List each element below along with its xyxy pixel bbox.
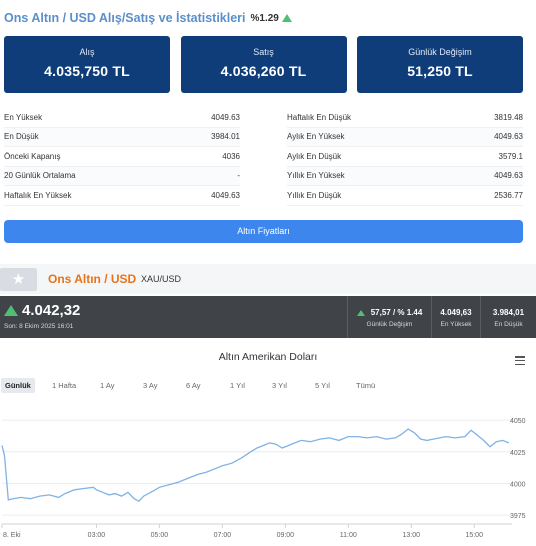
favorite-star-icon[interactable]: ★ (0, 268, 37, 291)
tab-3-months[interactable]: 3 Ay (143, 381, 158, 390)
stat-value: 3579.1 (498, 151, 523, 161)
daily-change-value: 57,57 / % 1.44 (370, 308, 423, 317)
stat-label: Aylık En Yüksek (287, 132, 345, 142)
stat-label: En Düşük (4, 132, 39, 142)
statistics-table: En Yüksek 4049.63 En Düşük 3984.01 Önceki … (4, 108, 523, 206)
stat-label: Haftalık En Düşük (287, 112, 352, 122)
change-percent: %1.29 (250, 12, 279, 24)
price-chart[interactable]: 4050 4025 4000 3975 8. Eki 03:00 05:00 07:00 09… (0, 410, 536, 546)
stat-value: 2536.77 (494, 190, 523, 200)
daily-low-value: 3.984,01 (492, 308, 525, 317)
stat-row: En Yüksek 4049.63 (4, 108, 240, 128)
gold-prices-button[interactable]: Altın Fiyatları (4, 220, 523, 243)
stat-row: Aylık En Yüksek 4049.63 (287, 127, 523, 147)
stat-value: 3819.48 (494, 112, 523, 122)
stat-row: Yıllık En Düşük 2536.77 (287, 186, 523, 206)
tab-3-years[interactable]: 3 Yıl (272, 381, 287, 390)
daily-change-label: Günlük Değişim (366, 321, 413, 328)
daily-change-card: Günlük Değişim 51,250 TL (357, 36, 523, 93)
stat-label: Önceki Kapanış (4, 151, 61, 161)
stat-value: - (237, 171, 240, 181)
y-tick-label: 4000 (510, 481, 526, 488)
y-tick-label: 4050 (510, 418, 526, 425)
x-tick-label: 11:00 (340, 532, 357, 539)
x-tick-label: 09:00 (277, 532, 295, 539)
tab-5-years[interactable]: 5 Yıl (315, 381, 330, 390)
buy-label: Alış (79, 47, 95, 57)
stat-value: 4049.63 (211, 190, 240, 200)
daily-change-label: Günlük Değişim (408, 47, 472, 57)
stat-row: 20 Günlük Ortalama - (4, 166, 240, 186)
quote-bar: 4.042,32 Son: 8 Ekim 2025 16:01 57,57 / … (0, 296, 536, 338)
stat-value: 4049.63 (494, 171, 523, 181)
daily-high-value: 4.049,63 (440, 308, 472, 317)
y-tick-label: 3975 (510, 513, 526, 520)
stat-label: Aylık En Düşük (287, 151, 342, 161)
daily-change-box: 57,57 / % 1.44 Günlük Değişim (347, 296, 431, 338)
stat-row: Önceki Kapanış 4036 (4, 147, 240, 167)
stat-value: 4036 (222, 151, 240, 161)
instrument-bar: ★ Ons Altın / USD XAU/USD (0, 264, 536, 294)
instrument-name: Ons Altın / USD (48, 272, 137, 286)
stat-value: 3984.01 (211, 132, 240, 142)
x-tick-label: 07:00 (214, 532, 232, 539)
up-arrow-icon (4, 305, 18, 316)
chart-title: Altın Amerikan Doları (218, 351, 318, 363)
sell-card: Satış 4.036,260 TL (180, 36, 347, 93)
price-series-line (1, 428, 510, 503)
stat-value: 4049.63 (211, 112, 240, 122)
page-header: Ons Altın / USD Alış/Satış ve İstatistik… (4, 9, 292, 27)
x-tick-label: 03:00 (88, 532, 106, 539)
stat-label: Haftalık En Yüksek (4, 190, 72, 200)
daily-low-box: 3.984,01 En Düşük (480, 296, 536, 338)
up-arrow-icon (356, 309, 365, 316)
tab-all[interactable]: Tümü (356, 381, 376, 390)
tab-1-month[interactable]: 1 Ay (100, 381, 115, 390)
last-update-time: Son: 8 Ekim 2025 16:01 (4, 323, 74, 330)
x-tick-label: 15:00 (465, 532, 483, 539)
stat-label: En Yüksek (4, 112, 43, 122)
x-tick-label: 8. Eki (3, 532, 21, 539)
instrument-symbol: XAU/USD (141, 274, 182, 284)
daily-high-box: 4.049,63 En Yüksek (431, 296, 480, 338)
stat-row: Haftalık En Yüksek 4049.63 (4, 186, 240, 206)
buy-value: 4.035,750 TL (44, 63, 130, 79)
page-title: Ons Altın / USD Alış/Satış ve İstatistik… (4, 11, 246, 25)
stat-value: 4049.63 (494, 132, 523, 142)
stats-column-left: En Yüksek 4049.63 En Düşük 3984.01 Önceki … (4, 108, 240, 206)
stat-label: 20 Günlük Ortalama (4, 171, 76, 181)
y-tick-label: 4025 (510, 450, 526, 457)
tab-1-year[interactable]: 1 Yıl (230, 381, 245, 390)
sell-label: Satış (253, 47, 274, 57)
buy-card: Alış 4.035,750 TL (4, 36, 170, 93)
x-tick-label: 13:00 (402, 532, 420, 539)
daily-low-label: En Düşük (494, 321, 523, 328)
tab-1-week[interactable]: 1 Hafta (52, 381, 77, 390)
x-tick-label: 05:00 (151, 532, 169, 539)
stats-column-right: Haftalık En Düşük 3819.48 Aylık En Yüksek… (287, 108, 523, 206)
last-price: 4.042,32 (22, 302, 81, 319)
daily-change-value: 51,250 TL (407, 63, 473, 79)
tab-6-months[interactable]: 6 Ay (186, 381, 201, 390)
daily-high-label: En Yüksek (440, 321, 472, 328)
stat-label: Yıllık En Düşük (287, 190, 342, 200)
sell-value: 4.036,260 TL (220, 63, 307, 79)
up-arrow-icon (281, 14, 292, 22)
stat-row: En Düşük 3984.01 (4, 127, 240, 147)
chart-menu-icon[interactable] (515, 356, 525, 366)
stat-row: Yıllık En Yüksek 4049.63 (287, 166, 523, 186)
stat-label: Yıllık En Yüksek (287, 171, 345, 181)
price-cards: Alış 4.035,750 TL Satış 4.036,260 TL Gün… (4, 36, 523, 93)
stat-row: Haftalık En Düşük 3819.48 (287, 108, 523, 128)
tab-daily[interactable]: Günlük (1, 378, 35, 393)
stat-row: Aylık En Düşük 3579.1 (287, 147, 523, 167)
